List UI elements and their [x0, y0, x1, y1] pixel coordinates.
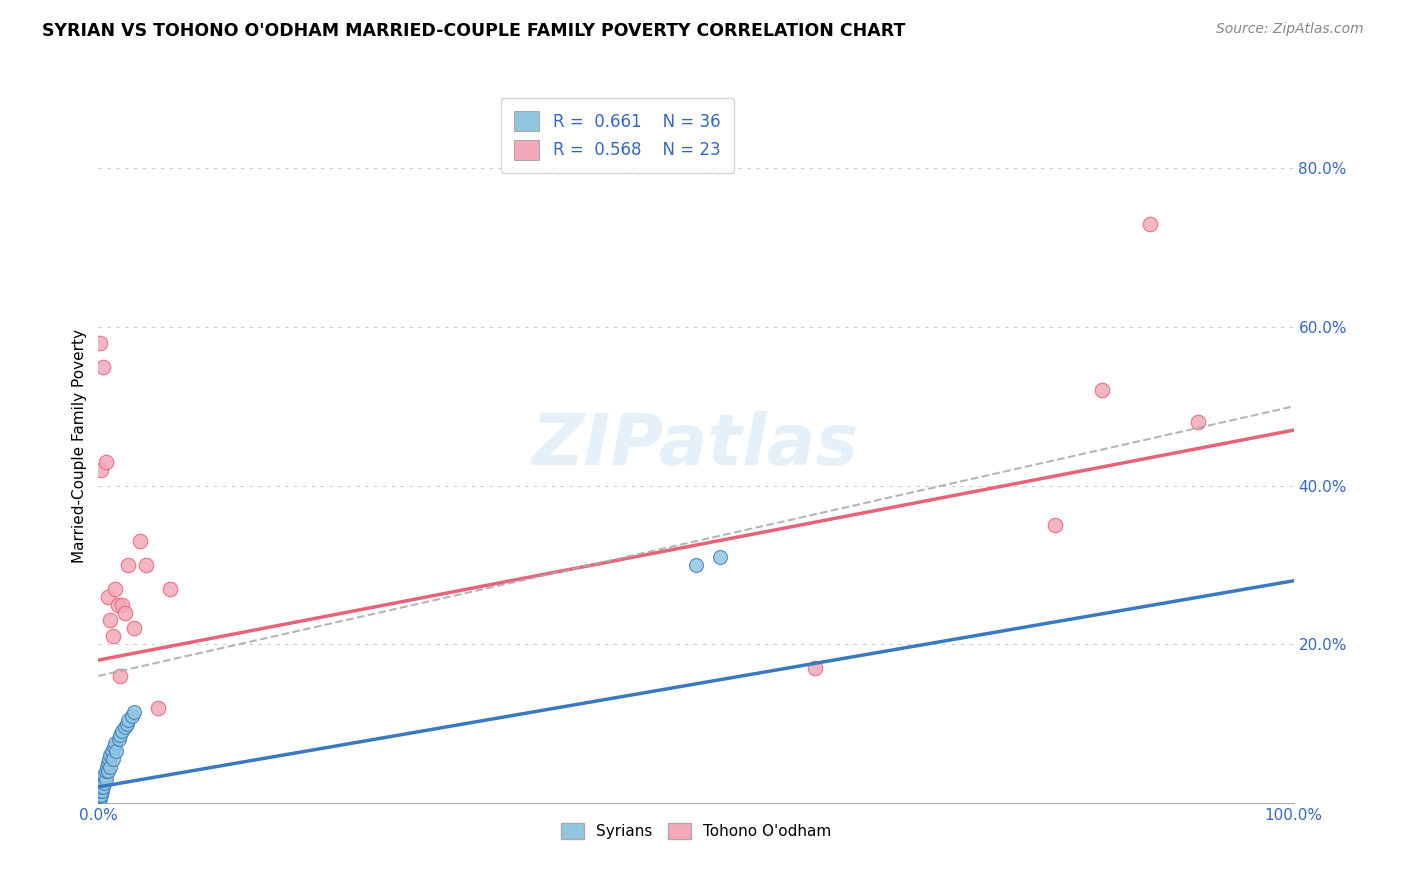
Text: SYRIAN VS TOHONO O'ODHAM MARRIED-COUPLE FAMILY POVERTY CORRELATION CHART: SYRIAN VS TOHONO O'ODHAM MARRIED-COUPLE …	[42, 22, 905, 40]
Point	[1187, 415, 1209, 429]
Point	[108, 669, 131, 683]
Point	[98, 748, 122, 763]
Point	[91, 784, 114, 798]
Point	[100, 744, 122, 758]
Point	[124, 621, 146, 635]
Point	[96, 760, 118, 774]
Point	[114, 721, 136, 735]
Point	[98, 614, 122, 628]
Point	[94, 764, 117, 778]
Point	[91, 359, 114, 374]
Point	[89, 789, 111, 804]
Point	[98, 760, 122, 774]
Point	[709, 549, 731, 564]
Point	[91, 772, 114, 786]
Legend: Syrians, Tohono O'odham: Syrians, Tohono O'odham	[555, 817, 837, 845]
Point	[804, 661, 827, 675]
Point	[107, 598, 129, 612]
Point	[117, 558, 139, 572]
Point	[114, 606, 136, 620]
Point	[97, 764, 120, 778]
Text: ZIPatlas: ZIPatlas	[533, 411, 859, 481]
Point	[97, 756, 120, 771]
Point	[90, 784, 112, 798]
Point	[89, 788, 111, 802]
Point	[93, 768, 115, 782]
Point	[129, 534, 152, 549]
Point	[111, 598, 134, 612]
Point	[135, 558, 157, 572]
Point	[115, 716, 138, 731]
Point	[105, 744, 128, 758]
Y-axis label: Married-Couple Family Poverty: Married-Couple Family Poverty	[72, 329, 87, 563]
Point	[111, 724, 134, 739]
Point	[97, 590, 120, 604]
Point	[90, 463, 112, 477]
Point	[159, 582, 181, 596]
Point	[90, 788, 112, 802]
Point	[91, 776, 114, 790]
Point	[89, 792, 111, 806]
Point	[103, 740, 125, 755]
Point	[685, 558, 707, 572]
Point	[104, 736, 127, 750]
Point	[104, 582, 127, 596]
Point	[94, 772, 117, 786]
Point	[89, 335, 111, 350]
Point	[90, 780, 112, 794]
Point	[124, 705, 146, 719]
Point	[1139, 217, 1161, 231]
Point	[117, 713, 139, 727]
Point	[148, 700, 170, 714]
Point	[91, 780, 114, 794]
Point	[1091, 384, 1114, 398]
Point	[101, 629, 124, 643]
Point	[108, 728, 131, 742]
Point	[94, 455, 117, 469]
Text: Source: ZipAtlas.com: Source: ZipAtlas.com	[1216, 22, 1364, 37]
Point	[93, 776, 115, 790]
Point	[101, 752, 124, 766]
Point	[91, 780, 114, 794]
Point	[98, 752, 121, 766]
Point	[107, 732, 129, 747]
Point	[121, 708, 143, 723]
Point	[1043, 518, 1066, 533]
